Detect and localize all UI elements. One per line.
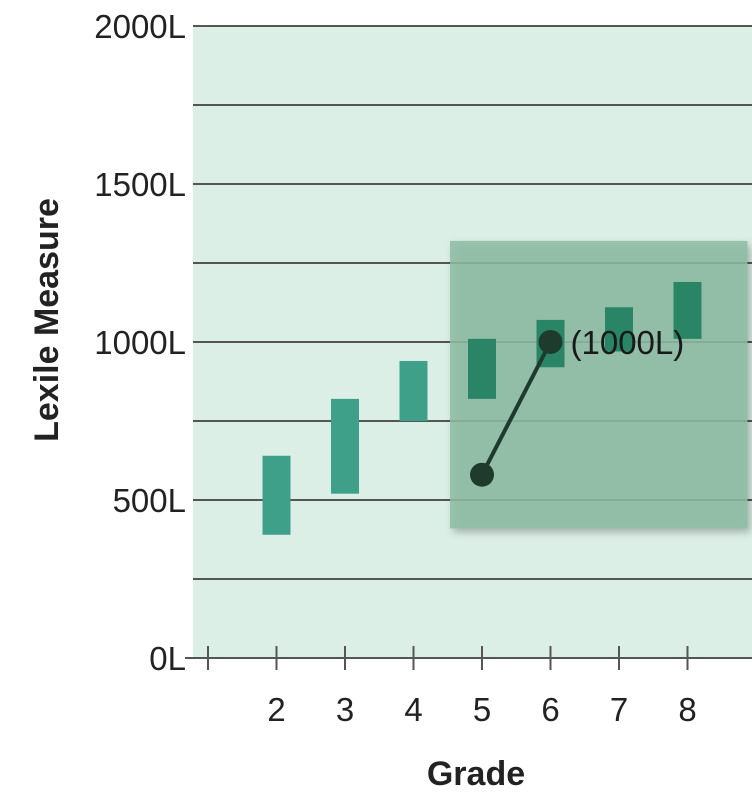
y-tick-labels: 0L 500L 1000L 1500L 2000L: [94, 8, 186, 677]
x-axis: [185, 646, 752, 670]
x-tick-label: 8: [678, 691, 696, 728]
growth-path: [470, 330, 563, 487]
highlighted-range-bars: [468, 281, 702, 399]
x-tick-label: 6: [541, 691, 559, 728]
y-tick-label: 1500L: [94, 166, 186, 203]
range-bar-grade-7: [605, 307, 633, 352]
x-tick-label: 5: [473, 691, 491, 728]
y-axis-title: Lexile Measure: [28, 198, 66, 442]
x-tick-labels: 2 3 4 5 6 7 8: [267, 691, 696, 728]
x-tick-label: 4: [404, 691, 422, 728]
range-bar-grade-3: [331, 398, 359, 494]
x-tick-label: 7: [610, 691, 628, 728]
range-bar-grade-8: [673, 281, 702, 339]
range-bar-grade-5: [468, 338, 496, 399]
x-tick-label: 2: [267, 691, 285, 728]
x-axis-title: Grade: [427, 755, 525, 792]
growth-line: [480, 341, 553, 476]
range-bar-grade-4: [399, 360, 428, 421]
y-tick-label: 2000L: [94, 8, 186, 45]
annotation-label: (1000L): [571, 324, 685, 361]
y-tick-label: 500L: [113, 482, 186, 519]
x-tick-label: 3: [336, 691, 354, 728]
growth-point: [538, 330, 563, 354]
y-tick-label: 1000L: [94, 324, 186, 361]
range-bar-grade-2: [262, 455, 291, 535]
growth-point: [470, 462, 494, 487]
y-tick-label: 0L: [149, 640, 186, 677]
grade-range-bars: [262, 360, 428, 535]
